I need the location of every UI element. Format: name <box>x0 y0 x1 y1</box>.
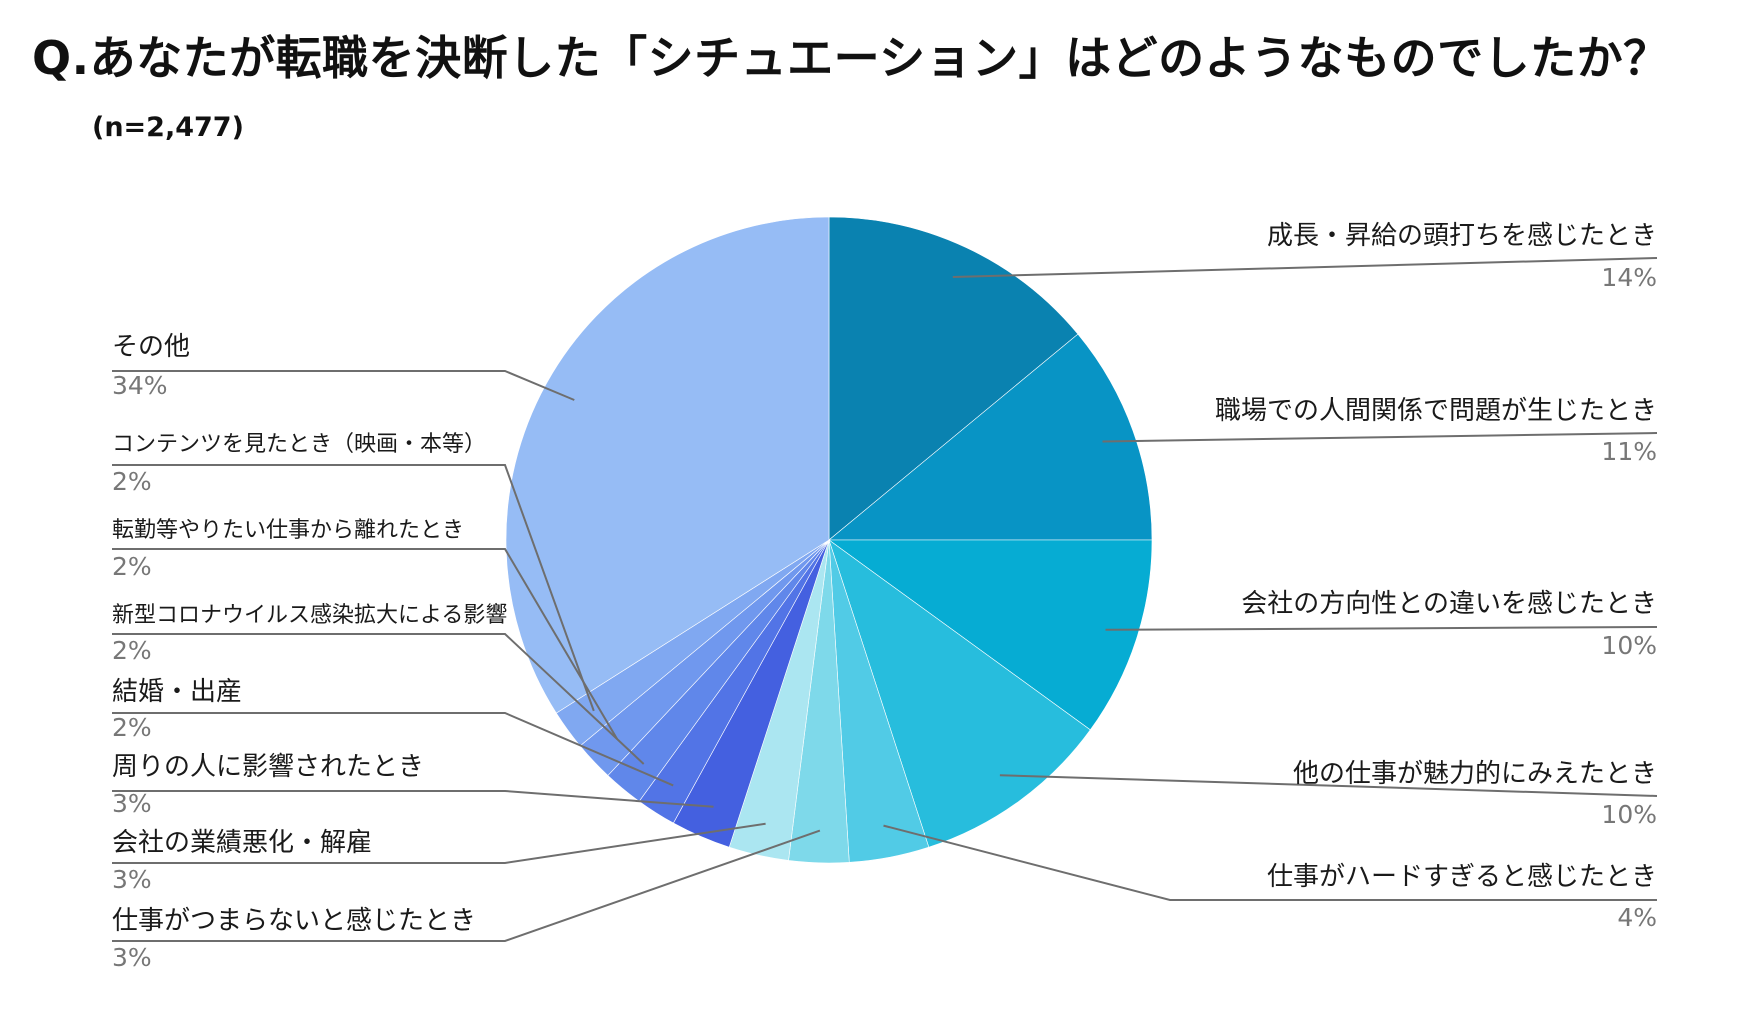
leader-line <box>112 822 766 864</box>
slice-percent: 10% <box>1601 631 1657 660</box>
slice-percent: 34% <box>112 371 168 400</box>
leader-line <box>112 712 674 787</box>
slice-label: 会社の方向性との違いを感じたとき <box>1241 589 1657 619</box>
slice-percent: 4% <box>1617 903 1657 932</box>
leader-line <box>112 829 821 942</box>
slice-label: 成長・昇給の頭打ちを感じたとき <box>1267 221 1657 251</box>
leader-line <box>112 790 714 808</box>
slice-percent: 2% <box>112 713 152 742</box>
pie-slice-1 <box>828 216 1079 541</box>
slice-percent: 2% <box>112 467 152 496</box>
slice-percent: 14% <box>1601 263 1657 292</box>
slice-percent: 10% <box>1601 800 1657 829</box>
leader-line <box>883 824 1657 901</box>
slice-label: その他 <box>112 332 190 362</box>
leader-line <box>112 464 595 712</box>
leader-line <box>952 257 1658 278</box>
pie-slice-2 <box>828 333 1153 541</box>
slice-label: コンテンツを見たとき（映画・本等） <box>112 432 486 457</box>
pie-slice-3 <box>828 539 1153 731</box>
slice-percent: 2% <box>112 552 152 581</box>
leader-line <box>112 548 618 740</box>
pie-slice-4 <box>828 539 1091 848</box>
slice-label: 他の仕事が魅力的にみえたとき <box>1293 759 1657 789</box>
pie-slice-13 <box>505 216 830 714</box>
leader-line <box>1105 626 1658 631</box>
slice-label: 結婚・出産 <box>112 677 242 707</box>
slice-percent: 11% <box>1601 437 1657 466</box>
pie-labels: 成長・昇給の頭打ちを感じたとき 14% 職場での人間関係で問題が生じたとき 11% 会社… <box>112 221 1658 972</box>
slice-percent: 3% <box>112 943 152 972</box>
slice-percent: 3% <box>112 865 152 894</box>
slice-label: 仕事がハードすぎると感じたとき <box>1267 862 1657 892</box>
slice-label: 職場での人間関係で問題が生じたとき <box>1215 396 1657 426</box>
leader-line <box>112 370 575 401</box>
slice-label: 仕事がつまらないと感じたとき <box>112 906 476 936</box>
slice-label: 周りの人に影響されたとき <box>112 752 424 782</box>
slice-label: 会社の業績悪化・解雇 <box>112 828 372 858</box>
sample-size: (n=2,477) <box>92 112 244 143</box>
slice-label: 新型コロナウイルス感染拡大による影響 <box>112 603 507 628</box>
leader-line <box>999 774 1658 797</box>
pie-slices <box>505 216 1153 864</box>
leader-line <box>112 633 645 765</box>
leader-line <box>1102 432 1658 443</box>
chart-title: Q.あなたが転職を決断した「シチュエーション」はどのようなものでしたか？ <box>32 31 1670 85</box>
slice-percent: 2% <box>112 636 152 665</box>
slice-label: 転勤等やりたい仕事から離れたとき <box>112 518 464 543</box>
slice-percent: 3% <box>112 789 152 818</box>
